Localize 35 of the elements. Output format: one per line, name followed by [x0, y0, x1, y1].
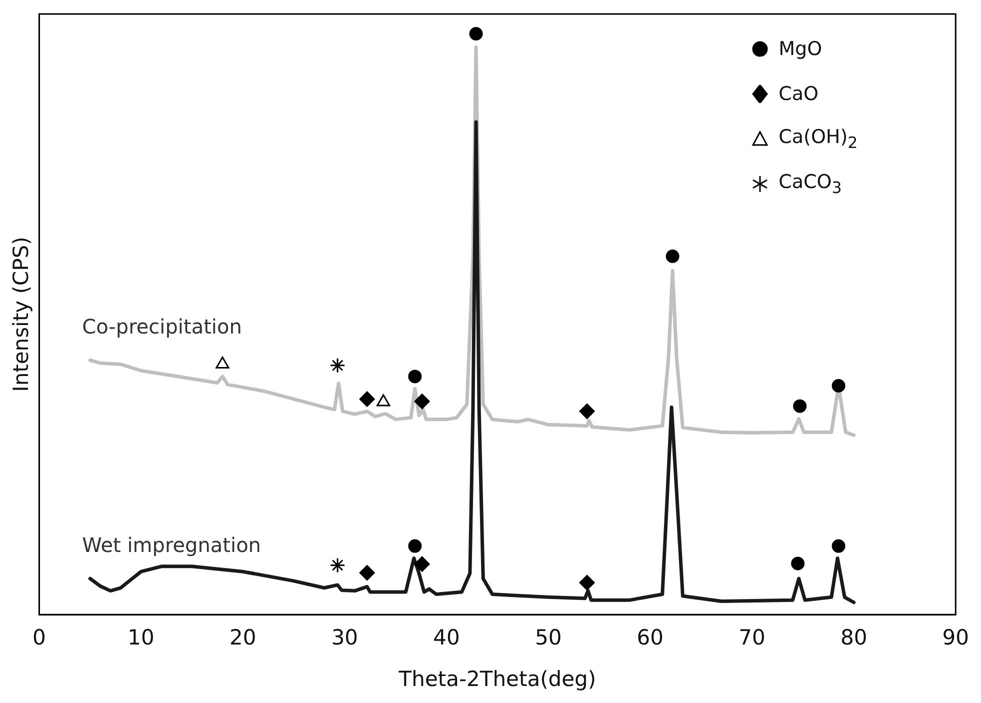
point — [216, 356, 230, 369]
point — [666, 249, 680, 263]
point — [791, 556, 805, 570]
x-axis-title: Theta-2Theta(deg) — [398, 666, 596, 691]
x-tick-label: 20 — [229, 626, 256, 650]
point — [359, 565, 375, 581]
y-axis-title: Intensity (CPS) — [9, 236, 34, 392]
point — [330, 557, 346, 573]
point — [408, 370, 422, 384]
annotation: Co-precipitation — [82, 314, 242, 338]
point — [330, 358, 346, 374]
legend-label: CaCO$_{3}$ — [778, 170, 842, 196]
point — [579, 574, 595, 590]
point — [832, 539, 846, 553]
x-tick-label: 0 — [32, 626, 46, 650]
point — [414, 394, 430, 410]
annotation: Wet impregnation — [82, 532, 261, 557]
x-tick-label: 90 — [942, 626, 970, 650]
x-tick-label: 10 — [128, 626, 154, 650]
point — [359, 391, 375, 407]
point — [793, 399, 807, 413]
legend-label: CaO — [778, 82, 818, 104]
legend-label: MgO — [778, 38, 822, 60]
legend-label: Ca(OH)$_{2}$ — [778, 126, 858, 152]
x-tick-label: 40 — [433, 626, 460, 650]
x-tick-label: 80 — [840, 626, 868, 650]
x-tick-label: 60 — [636, 626, 664, 650]
point — [414, 556, 430, 572]
point — [469, 27, 483, 40]
x-tick-label: 30 — [331, 626, 358, 650]
point — [832, 378, 846, 392]
x-tick-label: 50 — [534, 626, 562, 650]
x-tick-label: 70 — [738, 626, 766, 650]
point — [408, 539, 422, 553]
point — [579, 404, 595, 420]
